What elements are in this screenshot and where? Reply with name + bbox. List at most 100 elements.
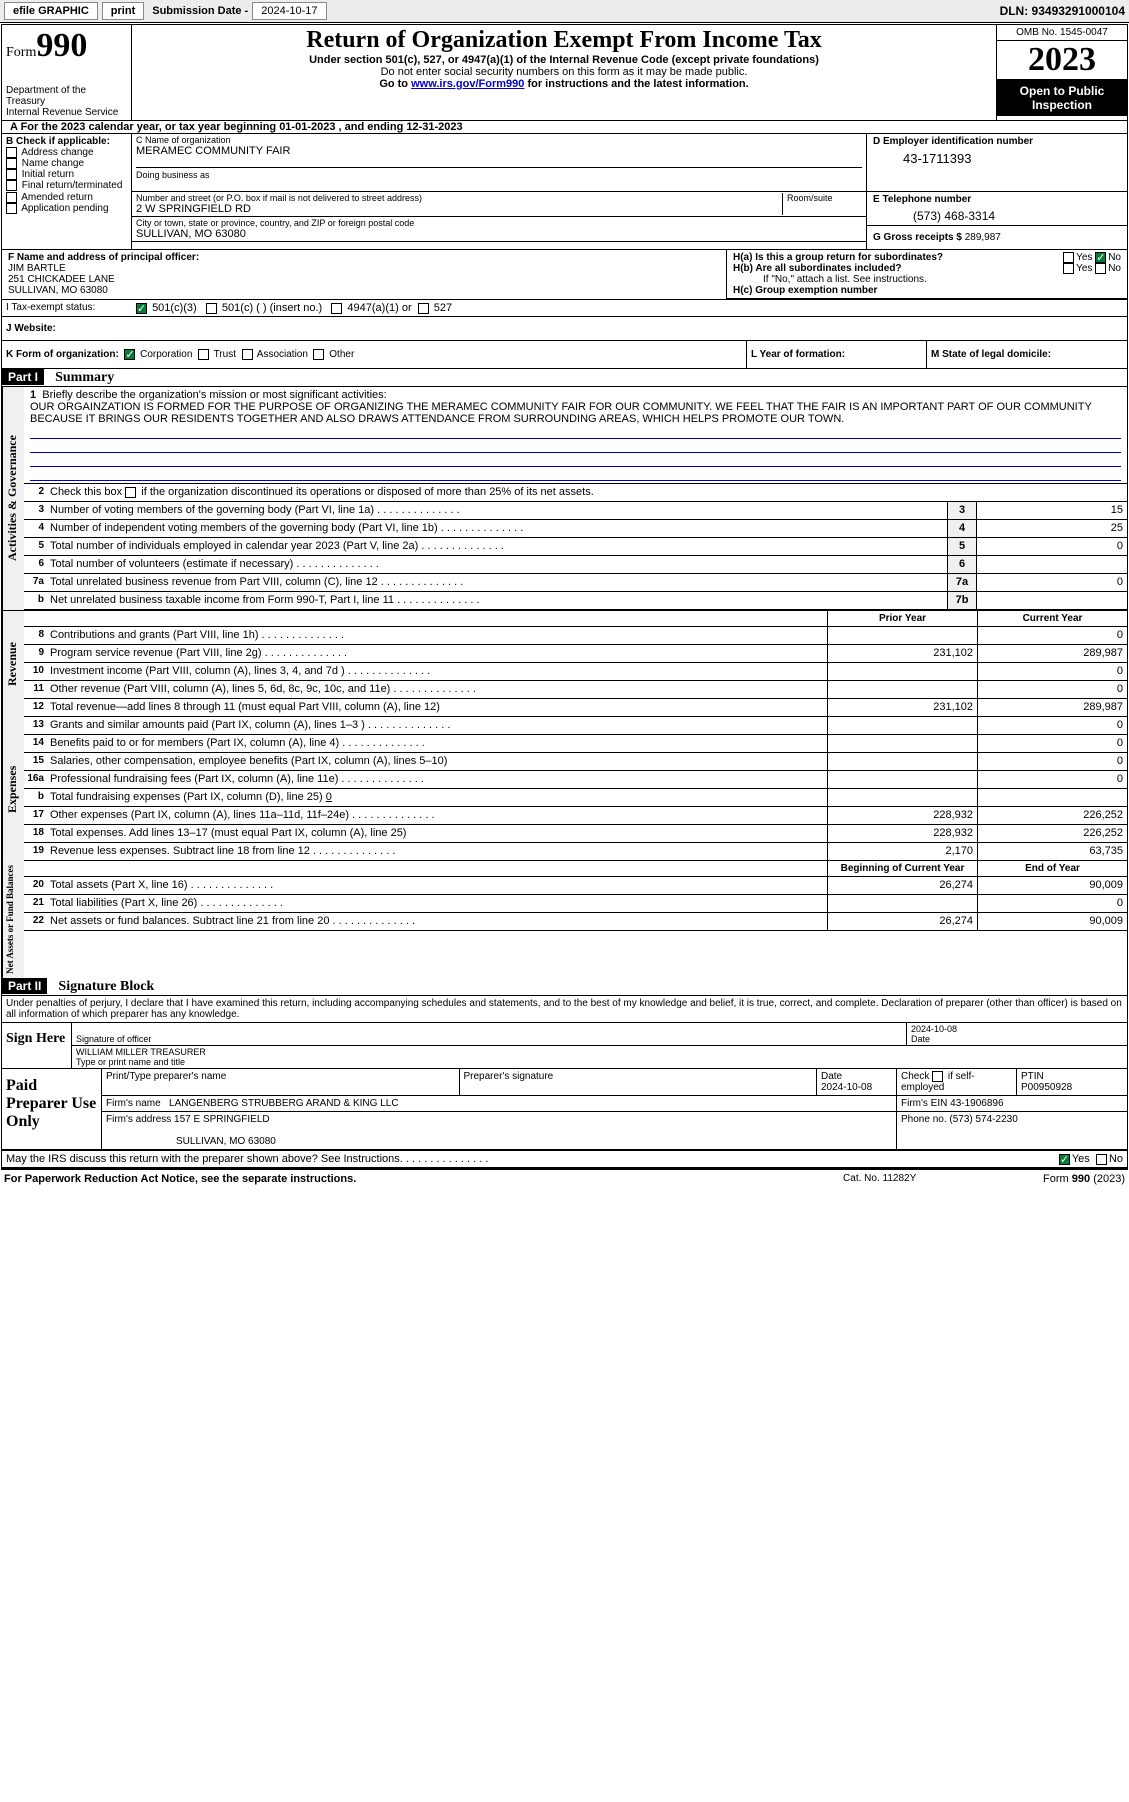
b-item-2: Initial return [22, 169, 74, 180]
l22-prior: 26,274 [827, 913, 977, 930]
prep-name-hdr: Print/Type preparer's name [102, 1069, 460, 1095]
footer-right: Form 990 (2023) [1043, 1173, 1125, 1185]
ha-yes: Yes [1076, 252, 1092, 263]
omb-number: OMB No. 1545-0047 [997, 25, 1127, 41]
m-label: M State of legal domicile: [931, 349, 1051, 360]
room-label: Room/suite [782, 193, 862, 215]
hb-yes: Yes [1076, 263, 1092, 274]
opt-assoc: Association [257, 349, 308, 360]
form-frame: Form990 Department of the Treasury Inter… [1, 24, 1128, 1170]
section-governance: Activities & Governance 1 Briefly descri… [2, 387, 1127, 610]
l17-desc: Other expenses (Part IX, column (A), lin… [48, 807, 827, 824]
goto-pre: Go to [379, 78, 411, 90]
firm-addr: Firm's address 157 E SPRINGFIELDSULLIVAN… [102, 1112, 897, 1149]
cb-trust[interactable] [198, 349, 209, 360]
cb-corp[interactable] [124, 349, 135, 360]
l20-curr: 90,009 [977, 877, 1127, 894]
form-number: 990 [36, 27, 87, 64]
cb-pending[interactable] [6, 203, 17, 214]
l-label: L Year of formation: [751, 349, 845, 360]
l5-val: 0 [977, 538, 1127, 555]
cb-name-change[interactable] [6, 158, 17, 169]
beg-hdr: Beginning of Current Year [827, 861, 977, 876]
l11-curr: 0 [977, 681, 1127, 698]
m-block: M State of legal domicile: [927, 341, 1127, 368]
addr-block: Number and street (or P.O. box if mail i… [132, 192, 867, 249]
l8-curr: 0 [977, 627, 1127, 644]
opt-trust: Trust [214, 349, 236, 360]
website-row: J Website: [2, 317, 1127, 341]
tax-year: 2023 [997, 41, 1127, 80]
efile-btn[interactable]: efile GRAPHIC [4, 2, 98, 20]
cb-501c3[interactable] [136, 303, 147, 314]
cb-amended[interactable] [6, 192, 17, 203]
hb-note: If "No," attach a list. See instructions… [733, 274, 1121, 285]
print-btn[interactable]: print [102, 2, 144, 20]
paid-side: Paid Preparer Use Only [2, 1069, 102, 1149]
l9-prior: 231,102 [827, 645, 977, 662]
dept-label: Department of the Treasury Internal Reve… [6, 85, 127, 118]
part1-header: Part I Summary [2, 369, 1127, 387]
cb-addr-change[interactable] [6, 147, 17, 158]
cb-527[interactable] [418, 303, 429, 314]
cb-l2[interactable] [125, 487, 136, 498]
footer: For Paperwork Reduction Act Notice, see … [0, 1171, 1129, 1187]
phone-block: E Telephone number (573) 468-3314 [867, 192, 1127, 226]
cb-ha-yes[interactable] [1063, 252, 1074, 263]
ein-block: D Employer identification number 43-1711… [867, 134, 1127, 192]
cb-discuss-no[interactable] [1096, 1154, 1107, 1165]
side-governance: Activities & Governance [2, 387, 24, 610]
l17-prior: 228,932 [827, 807, 977, 824]
top-bar: efile GRAPHIC print Submission Date - 20… [0, 0, 1129, 23]
l16a-curr: 0 [977, 771, 1127, 788]
cb-initial[interactable] [6, 169, 17, 180]
city-label: City or town, state or province, country… [136, 218, 414, 228]
org-name: MERAMEC COMMUNITY FAIR [136, 145, 862, 157]
l22-curr: 90,009 [977, 913, 1127, 930]
block-cd: C Name of organization MERAMEC COMMUNITY… [132, 134, 1127, 249]
form-label: Form [6, 45, 36, 60]
l3-val: 15 [977, 502, 1127, 519]
cb-selfemp[interactable] [932, 1071, 943, 1082]
prep-selfemp: Check if self-employed [897, 1069, 1017, 1095]
b-item-4: Amended return [21, 192, 93, 203]
ha-no: No [1108, 252, 1121, 263]
cb-hb-no[interactable] [1095, 263, 1106, 274]
sub-date: 2024-10-17 [252, 2, 326, 20]
l6-val [977, 556, 1127, 573]
d-label: D Employer identification number [873, 136, 1033, 147]
cb-final[interactable] [6, 180, 17, 191]
l11-prior [827, 681, 977, 698]
name-block: C Name of organization MERAMEC COMMUNITY… [132, 134, 867, 192]
sig-intro: Under penalties of perjury, I declare th… [2, 996, 1127, 1023]
entity-block: B Check if applicable: Address change Na… [2, 134, 1127, 250]
side-expenses: Expenses [2, 717, 24, 861]
firm-ein: Firm's EIN 43-1906896 [897, 1096, 1127, 1111]
opt-501c: 501(c) ( ) (insert no.) [222, 302, 322, 314]
firm-phone: Phone no. (573) 574-2230 [897, 1112, 1127, 1149]
cb-discuss-yes[interactable] [1059, 1154, 1070, 1165]
section-expenses: Expenses 13Grants and similar amounts pa… [2, 717, 1127, 861]
cb-other[interactable] [313, 349, 324, 360]
tax-status-row: I Tax-exempt status: 501(c)(3) 501(c) ( … [2, 299, 1127, 317]
cb-hb-yes[interactable] [1063, 263, 1074, 274]
l7b-desc: Net unrelated business taxable income fr… [48, 592, 947, 609]
irs-link[interactable]: www.irs.gov/Form990 [411, 78, 524, 90]
cb-ha-no[interactable] [1095, 252, 1106, 263]
phone-value: (573) 468-3314 [873, 205, 1121, 223]
l15-prior [827, 753, 977, 770]
firm-name: Firm's name LANGENBERG STRUBBERG ARAND &… [102, 1096, 897, 1111]
prep-sig-hdr: Preparer's signature [460, 1069, 818, 1095]
cb-501c[interactable] [206, 303, 217, 314]
l11-desc: Other revenue (Part VIII, column (A), li… [48, 681, 827, 698]
ein-value: 43-1711393 [873, 147, 1121, 166]
b-item-5: Application pending [21, 203, 108, 214]
cb-4947[interactable] [331, 303, 342, 314]
l10-curr: 0 [977, 663, 1127, 680]
opt-other: Other [329, 349, 354, 360]
sig-officer: Signature of officer [72, 1023, 907, 1045]
ha-label: H(a) Is this a group return for subordin… [733, 252, 943, 263]
cb-assoc[interactable] [242, 349, 253, 360]
b-item-0: Address change [21, 147, 93, 158]
opt-501c3: 501(c)(3) [152, 302, 197, 314]
